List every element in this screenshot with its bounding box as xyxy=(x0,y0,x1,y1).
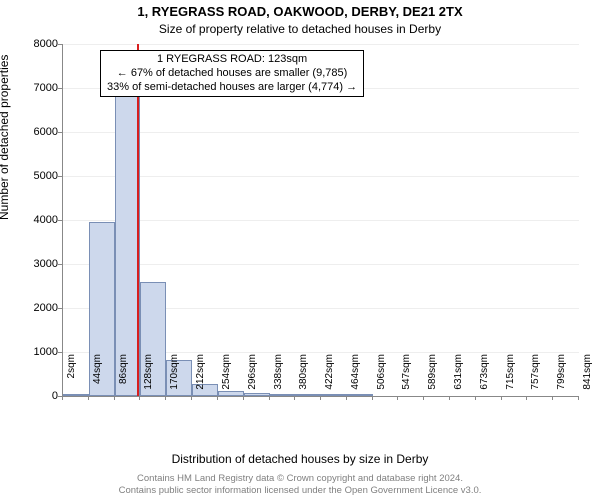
y-tick-mark xyxy=(58,44,62,45)
x-tick-mark xyxy=(139,396,140,400)
x-tick-label: 715sqm xyxy=(505,354,516,404)
x-tick-label: 212sqm xyxy=(195,354,206,404)
x-tick-mark xyxy=(372,396,373,400)
x-tick-label: 841sqm xyxy=(582,354,593,404)
x-tick-label: 757sqm xyxy=(530,354,541,404)
x-tick-label: 506sqm xyxy=(376,354,387,404)
x-tick-mark xyxy=(397,396,398,400)
gridline xyxy=(63,44,579,45)
y-tick-label: 5000 xyxy=(18,170,58,182)
y-tick-label: 6000 xyxy=(18,126,58,138)
attribution-line-2: Contains public sector information licen… xyxy=(0,485,600,496)
attribution-text: Contains HM Land Registry data © Crown c… xyxy=(0,473,600,496)
y-tick-mark xyxy=(58,132,62,133)
x-tick-label: 589sqm xyxy=(427,354,438,404)
y-tick-mark xyxy=(58,176,62,177)
x-tick-label: 547sqm xyxy=(401,354,412,404)
x-tick-label: 296sqm xyxy=(247,354,258,404)
x-tick-mark xyxy=(191,396,192,400)
y-tick-label: 3000 xyxy=(18,258,58,270)
x-tick-mark xyxy=(294,396,295,400)
x-tick-label: 464sqm xyxy=(350,354,361,404)
x-tick-label: 380sqm xyxy=(298,354,309,404)
x-tick-mark xyxy=(578,396,579,400)
x-tick-mark xyxy=(62,396,63,400)
property-size-chart: 1, RYEGRASS ROAD, OAKWOOD, DERBY, DE21 2… xyxy=(0,0,600,500)
x-tick-mark xyxy=(269,396,270,400)
attribution-line-1: Contains HM Land Registry data © Crown c… xyxy=(0,473,600,484)
x-tick-mark xyxy=(114,396,115,400)
y-tick-mark xyxy=(58,352,62,353)
y-tick-label: 0 xyxy=(18,390,58,402)
annotation-line-3: 33% of semi-detached houses are larger (… xyxy=(107,81,357,95)
x-tick-label: 799sqm xyxy=(556,354,567,404)
y-tick-label: 8000 xyxy=(18,38,58,50)
x-tick-mark xyxy=(423,396,424,400)
x-tick-mark xyxy=(243,396,244,400)
y-axis-label: Number of detached properties xyxy=(0,55,11,220)
x-tick-mark xyxy=(165,396,166,400)
x-tick-label: 422sqm xyxy=(324,354,335,404)
x-tick-mark xyxy=(526,396,527,400)
x-tick-label: 44sqm xyxy=(92,354,103,404)
y-tick-label: 7000 xyxy=(18,82,58,94)
x-tick-label: 673sqm xyxy=(479,354,490,404)
annotation-line-1: 1 RYEGRASS ROAD: 123sqm xyxy=(107,53,357,67)
x-tick-mark xyxy=(475,396,476,400)
chart-title-main: 1, RYEGRASS ROAD, OAKWOOD, DERBY, DE21 2… xyxy=(0,4,600,19)
x-tick-label: 170sqm xyxy=(169,354,180,404)
x-tick-label: 254sqm xyxy=(221,354,232,404)
x-tick-mark xyxy=(217,396,218,400)
x-tick-label: 631sqm xyxy=(453,354,464,404)
x-tick-label: 338sqm xyxy=(273,354,284,404)
x-tick-label: 86sqm xyxy=(118,354,129,404)
chart-title-sub: Size of property relative to detached ho… xyxy=(0,22,600,36)
x-tick-mark xyxy=(449,396,450,400)
x-tick-mark xyxy=(501,396,502,400)
annotation-line-2: ← 67% of detached houses are smaller (9,… xyxy=(107,67,357,81)
x-tick-mark xyxy=(320,396,321,400)
x-tick-label: 2sqm xyxy=(66,354,77,404)
x-tick-label: 128sqm xyxy=(143,354,154,404)
y-tick-label: 2000 xyxy=(18,302,58,314)
y-tick-mark xyxy=(58,308,62,309)
x-tick-mark xyxy=(88,396,89,400)
annotation-box: 1 RYEGRASS ROAD: 123sqm ← 67% of detache… xyxy=(100,50,364,97)
x-tick-mark xyxy=(346,396,347,400)
x-tick-mark xyxy=(552,396,553,400)
y-tick-mark xyxy=(58,264,62,265)
y-tick-label: 1000 xyxy=(18,346,58,358)
y-tick-mark xyxy=(58,88,62,89)
y-tick-label: 4000 xyxy=(18,214,58,226)
y-tick-mark xyxy=(58,220,62,221)
x-axis-label: Distribution of detached houses by size … xyxy=(0,452,600,466)
